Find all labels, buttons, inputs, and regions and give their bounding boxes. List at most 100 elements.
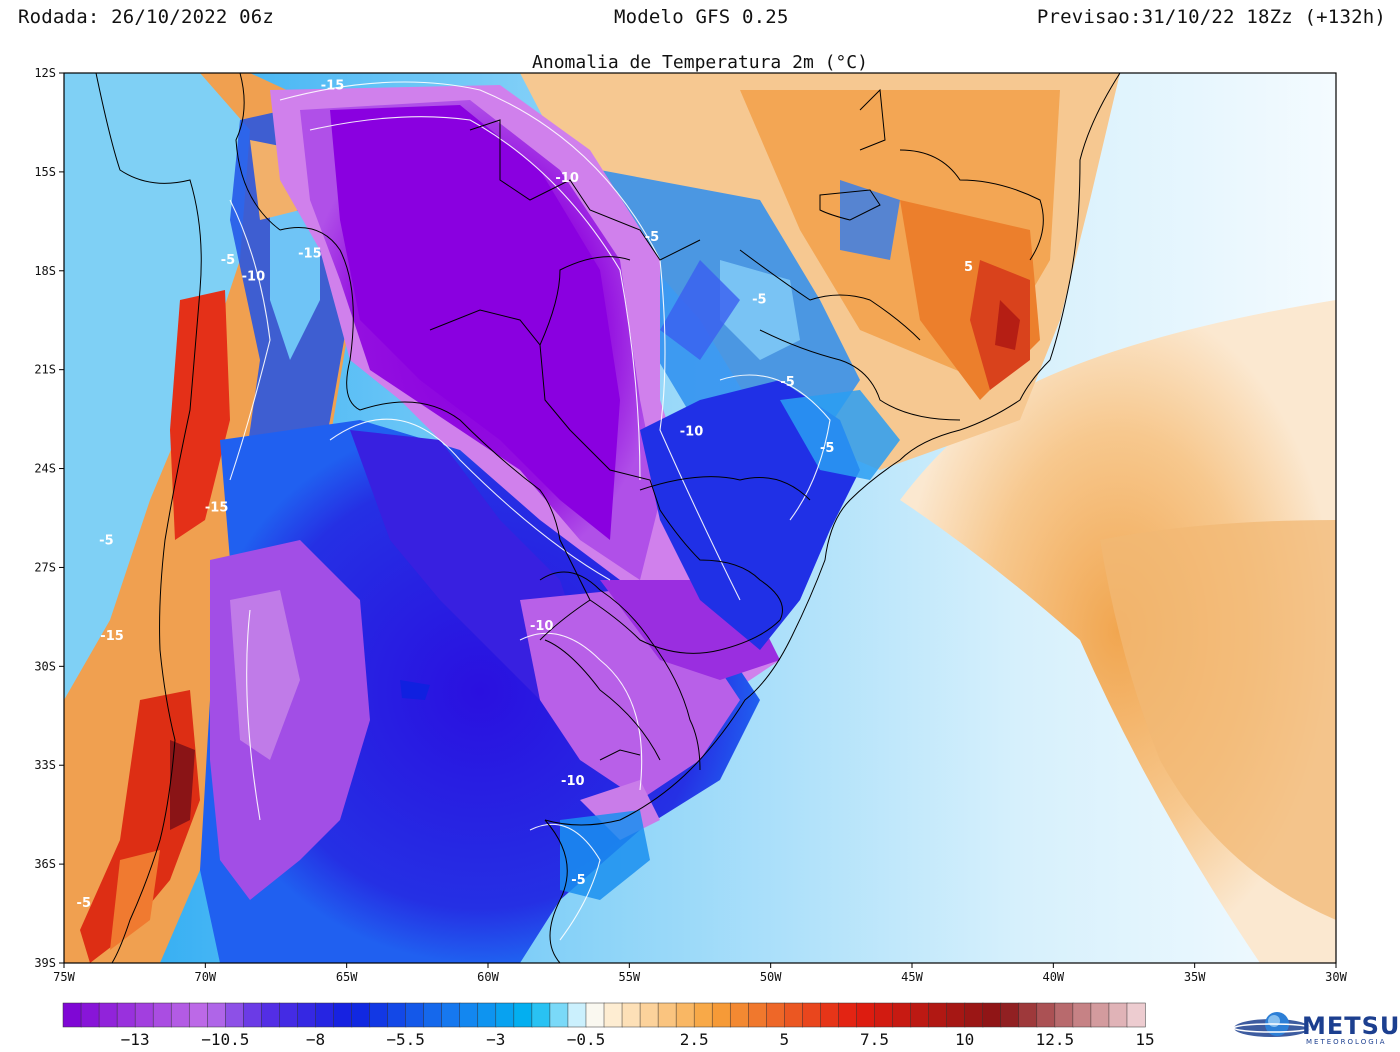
colorbar-swatch <box>585 1002 605 1028</box>
lat-tick-label: 21S <box>34 363 56 377</box>
colorbar-label: −8 <box>306 1030 325 1049</box>
contour-label: -5 <box>780 375 794 390</box>
contour-label: 5 <box>28 922 37 937</box>
colorbar-swatch <box>459 1002 479 1028</box>
metsul-logo <box>1233 1012 1311 1037</box>
metsul-logo-text: METSUL <box>1302 1012 1400 1040</box>
contour-label: -5 <box>99 533 113 548</box>
colorbar-swatch <box>675 1002 695 1028</box>
run-time-label: Rodada: 26/10/2022 06z <box>18 6 275 28</box>
colorbar-swatch <box>513 1002 533 1028</box>
contour-label: -5 <box>645 230 659 245</box>
contour-label: -5 <box>820 441 834 456</box>
colorbar-swatch <box>910 1002 930 1028</box>
contour-label: -15 <box>298 247 322 262</box>
contour-labels: -15-10-15-5-10-5-5-5-10-5-15-5-15-10-10-… <box>28 78 973 937</box>
lon-tick-label: 75W <box>53 970 75 984</box>
contour-label: -10 <box>530 619 554 634</box>
colorbar-swatch <box>639 1002 659 1028</box>
colorbar-swatch <box>80 1002 100 1028</box>
colorbar-swatch <box>279 1002 299 1028</box>
lat-tick-label: 33S <box>34 758 56 772</box>
colorbar-swatch <box>729 1002 749 1028</box>
lon-tick-label: 65W <box>336 970 358 984</box>
colorbar-label: 7.5 <box>860 1030 889 1049</box>
colorbar-swatch <box>531 1002 551 1028</box>
lat-tick-label: 27S <box>34 560 56 574</box>
colorbar-swatch <box>820 1002 840 1028</box>
colorbar-swatch <box>1000 1002 1020 1028</box>
colorbar-label: 5 <box>780 1030 790 1049</box>
colorbar-swatch <box>98 1002 118 1028</box>
colorbar-swatch <box>369 1002 389 1028</box>
colorbar-swatch <box>1018 1002 1038 1028</box>
colorbar-label: −0.5 <box>567 1030 606 1049</box>
colorbar-swatch <box>441 1002 461 1028</box>
colorbar-swatch <box>1108 1002 1128 1028</box>
map-title: Anomalia de Temperatura 2m (°C) <box>532 52 868 73</box>
lon-tick-label: 40W <box>1042 970 1064 984</box>
colorbar-swatch <box>333 1002 353 1028</box>
contour-label: -15 <box>321 78 345 93</box>
colorbar-swatch <box>982 1002 1002 1028</box>
colorbar-label: 15 <box>1135 1030 1154 1049</box>
colorbar-label: 12.5 <box>1036 1030 1075 1049</box>
colorbar-swatch <box>188 1002 208 1028</box>
colorbar-swatch <box>928 1002 948 1028</box>
anomaly-field <box>64 73 1336 963</box>
colorbar-swatch <box>603 1002 623 1028</box>
lat-tick-label: 18S <box>34 264 56 278</box>
lon-tick-label: 55W <box>618 970 640 984</box>
colorbar-swatch <box>207 1002 226 1028</box>
colorbar-swatch <box>225 1002 244 1028</box>
colorbar-swatch <box>1126 1002 1146 1028</box>
colorbar-swatch <box>315 1002 335 1028</box>
colorbar-swatch <box>170 1002 190 1028</box>
lon-tick-label: 70W <box>194 970 216 984</box>
colorbar-label: 2.5 <box>680 1030 709 1049</box>
colorbar-swatch <box>1054 1002 1074 1028</box>
coastlines-borders <box>95 72 1121 964</box>
lat-tick-label: 15S <box>34 165 56 179</box>
colorbar-swatch <box>1072 1002 1092 1028</box>
colorbar-swatch <box>134 1002 154 1028</box>
colorbar-swatch <box>856 1002 876 1028</box>
metsul-logo-subtitle: METEOROLOGIA <box>1306 1038 1387 1046</box>
longitude-ticks: 75W 70W 65W 60W 55W 50W 45W 40W 35W 30W <box>53 963 1348 984</box>
colorbar-swatch <box>1090 1002 1110 1028</box>
lon-tick-label: 30W <box>1325 970 1347 984</box>
colorbar-swatch <box>946 1002 966 1028</box>
colorbar-swatch <box>405 1002 425 1028</box>
lon-tick-label: 50W <box>760 970 782 984</box>
contour-lines <box>229 81 831 941</box>
map-frame <box>63 72 1337 964</box>
colorbar: −13 −10.5 −8 −5.5 −3 −0.5 2.5 5 7.5 10 12.5 15 <box>62 1002 1155 1049</box>
colorbar-swatch <box>152 1002 172 1028</box>
contour-label: -10 <box>555 171 579 186</box>
lat-tick-label: 12S <box>34 66 56 80</box>
colorbar-swatch <box>784 1002 804 1028</box>
lat-tick-label: 39S <box>34 956 56 970</box>
colorbar-swatch <box>748 1002 767 1028</box>
colorbar-swatch <box>116 1002 136 1028</box>
contour-label: -5 <box>221 253 235 268</box>
forecast-time-label: Previsao:31/10/22 18Zz (+132h) <box>1036 6 1386 28</box>
contour-label: -10 <box>561 774 585 789</box>
colorbar-label: −5.5 <box>386 1030 425 1049</box>
contour-label: 5 <box>964 260 973 275</box>
colorbar-swatch <box>838 1002 858 1028</box>
colorbar-swatch <box>423 1002 443 1028</box>
colorbar-swatch <box>892 1002 912 1028</box>
colorbar-swatch <box>243 1002 263 1028</box>
colorbar-swatch <box>567 1002 587 1028</box>
colorbar-swatch <box>874 1002 894 1028</box>
colorbar-swatch <box>621 1002 641 1028</box>
colorbar-swatch <box>351 1002 371 1028</box>
colorbar-label: −13 <box>121 1030 150 1049</box>
colorbar-swatch <box>802 1002 822 1028</box>
lat-tick-label: 36S <box>34 857 56 871</box>
latitude-ticks: 12S 15S 18S 21S 24S 27S 30S 33S 36S 39S <box>34 66 64 970</box>
lat-tick-label: 24S <box>34 462 56 476</box>
contour-label: -5 <box>571 873 585 888</box>
